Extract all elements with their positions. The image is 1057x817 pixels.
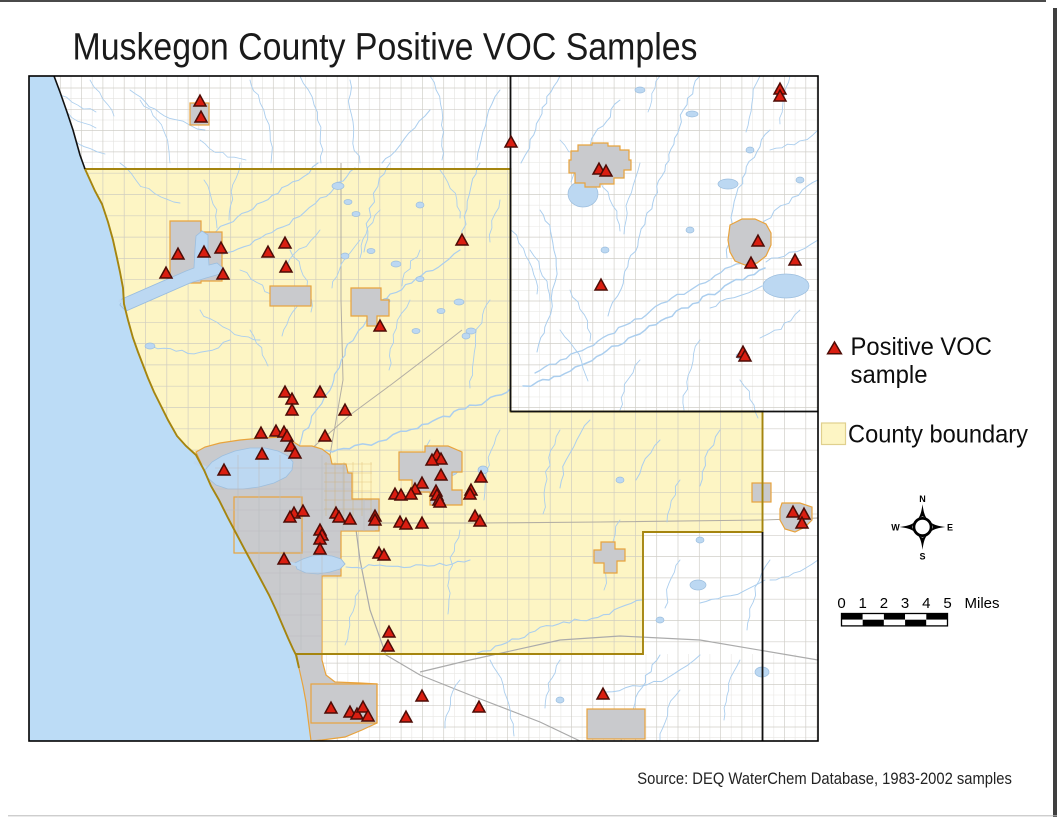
svg-text:5: 5 (943, 595, 951, 612)
svg-text:Muskegon County Positive VOC S: Muskegon County Positive VOC Samples (73, 26, 698, 68)
svg-text:sample: sample (851, 361, 928, 389)
svg-text:County boundary: County boundary (848, 420, 1028, 448)
svg-text:2: 2 (880, 595, 888, 612)
svg-text:1: 1 (859, 595, 867, 612)
svg-text:N: N (919, 494, 926, 504)
svg-text:4: 4 (922, 595, 930, 612)
svg-text:W: W (891, 523, 900, 533)
svg-text:Miles: Miles (965, 595, 1000, 612)
svg-text:Positive VOC: Positive VOC (851, 333, 993, 361)
svg-text:Source: DEQ WaterChem Database: Source: DEQ WaterChem Database, 1983-200… (637, 770, 1012, 788)
svg-text:0: 0 (837, 595, 845, 612)
svg-text:3: 3 (901, 595, 909, 612)
svg-text:S: S (919, 552, 925, 562)
svg-text:E: E (947, 523, 953, 533)
